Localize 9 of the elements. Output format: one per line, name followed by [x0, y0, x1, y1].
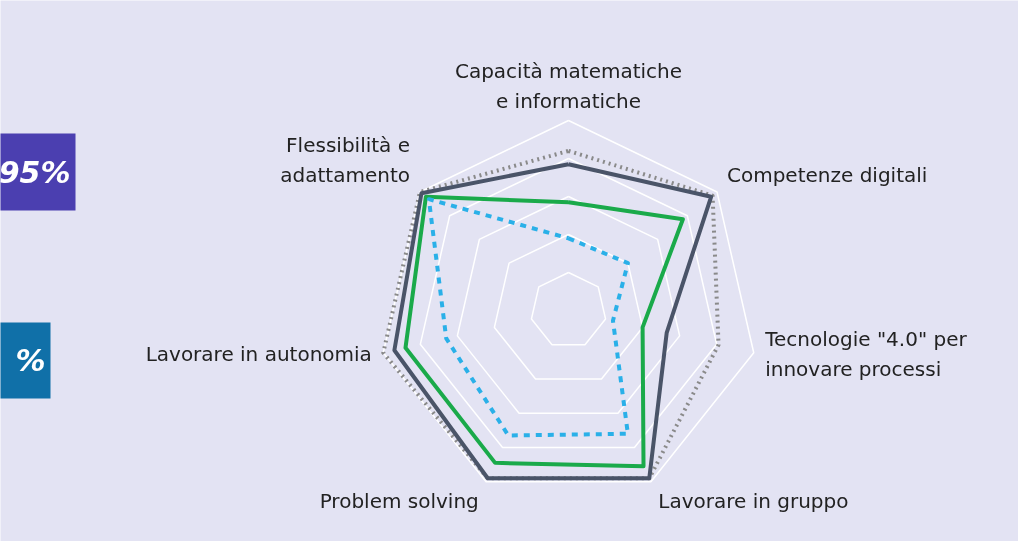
spoke-label: Tecnologie "4.0" per innovare processi	[764, 327, 968, 382]
spoke-label: Problem solving	[319, 488, 479, 513]
text: 95%	[0, 155, 71, 190]
spoke-label: Lavorare in autonomia	[145, 342, 372, 367]
spoke-label: Competenze digitali	[726, 163, 928, 188]
spoke-label: Lavorare in gruppo	[658, 488, 849, 513]
spoke-label: Flessibilità e adattamento	[280, 133, 411, 188]
text: %	[15, 343, 46, 378]
spoke-label: Capacità matematiche e informatiche	[454, 58, 683, 113]
